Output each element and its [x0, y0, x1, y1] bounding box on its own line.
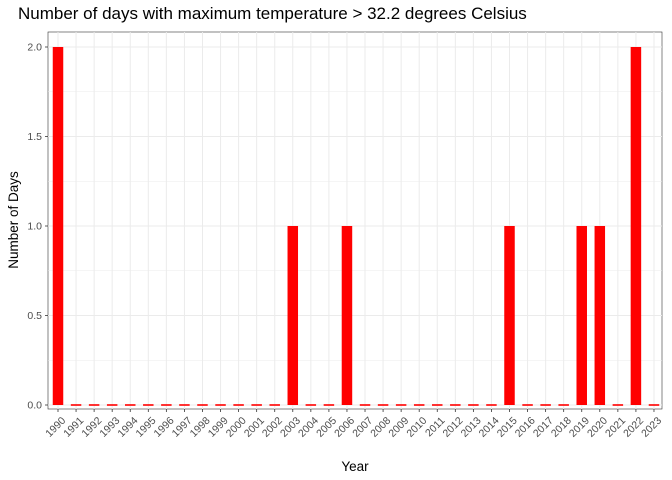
x-axis: 1990199119921993199419951996199719981999…: [43, 409, 664, 440]
bar-2005: [323, 404, 335, 406]
x-tick-label: 2023: [639, 415, 664, 440]
bar-1998: [197, 404, 208, 406]
bar-1991: [70, 404, 82, 406]
bar-2023: [648, 404, 660, 406]
bars: [52, 47, 660, 406]
y-tick-label: 1.5: [27, 131, 42, 143]
bar-2004: [305, 404, 317, 406]
chart-title: Number of days with maximum temperature …: [18, 4, 527, 23]
bar-1995: [143, 404, 154, 406]
bar-2019: [576, 226, 587, 405]
bar-1999: [215, 404, 226, 406]
bar-1990: [52, 47, 64, 405]
bar-2008: [377, 404, 389, 406]
bar-1997: [179, 404, 190, 406]
bar-2012: [450, 404, 461, 406]
x-axis-title: Year: [341, 459, 369, 474]
minor-gridlines: [48, 91, 662, 361]
bar-2014: [486, 404, 497, 406]
bar-2021: [612, 404, 624, 406]
bar-2000: [233, 404, 244, 406]
bar-2011: [432, 404, 443, 406]
bar-2013: [468, 404, 479, 406]
y-axis: 0.0 0.5 1.0 1.5 2.0: [27, 42, 48, 412]
y-tick-label: 1.0: [27, 221, 42, 233]
bar-2015: [504, 226, 515, 405]
bar-1993: [106, 404, 118, 406]
bar-2022: [630, 47, 642, 405]
bar-1992: [88, 404, 100, 406]
bar-1994: [124, 404, 136, 406]
plot-panel: [47, 31, 663, 410]
bar-2020: [594, 226, 606, 405]
bar-2007: [359, 404, 371, 406]
bar-2009: [395, 404, 407, 406]
bar-2016: [522, 404, 533, 406]
y-axis-title: Number of Days: [6, 171, 21, 269]
bar-2006: [341, 226, 353, 405]
bar-2002: [269, 404, 280, 406]
bar-1996: [161, 404, 172, 406]
y-tick-label: 2.0: [27, 42, 42, 54]
bar-2003: [287, 226, 299, 405]
y-tick-label: 0.0: [27, 400, 42, 412]
bar-2001: [251, 404, 262, 406]
bar-2010: [413, 404, 425, 406]
y-tick-label: 0.5: [27, 310, 42, 322]
bar-2017: [540, 404, 551, 406]
bar-2018: [558, 404, 569, 406]
